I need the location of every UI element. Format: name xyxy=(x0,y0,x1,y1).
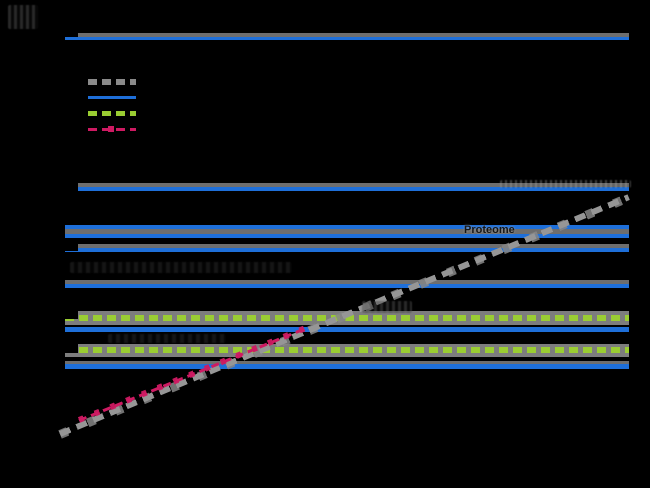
legend-handle-marker xyxy=(108,126,114,132)
annotation-illegible-smudge xyxy=(108,334,226,343)
reference-line-layer xyxy=(65,284,629,288)
tick-label-occluder xyxy=(58,342,78,353)
reference-line-layer xyxy=(65,183,629,187)
legend-handle xyxy=(88,95,136,99)
reference-line-layer xyxy=(65,361,629,364)
legend-handle xyxy=(88,79,136,85)
tick-label-occluder xyxy=(58,308,78,319)
reference-line-layer xyxy=(65,327,629,332)
reference-line-layer xyxy=(65,364,629,369)
green-dashed-reference-line xyxy=(65,347,629,353)
reference-line-layer xyxy=(65,280,629,284)
tick-label-occluder xyxy=(58,241,78,251)
reference-line-layer xyxy=(65,234,629,238)
reference-line-layer xyxy=(65,37,629,40)
reference-line-layer xyxy=(65,187,629,191)
tick-label-occluder xyxy=(58,180,78,191)
annotation-illegible-smudge xyxy=(8,5,38,29)
legend-handle xyxy=(88,110,136,116)
annotation-illegible-smudge xyxy=(362,301,412,313)
annotation-illegible-smudge xyxy=(70,262,292,273)
reference-line-layer xyxy=(65,229,629,234)
reference-line-layer xyxy=(65,33,629,37)
annotation-illegible-smudge xyxy=(500,180,631,188)
reference-line-layer xyxy=(65,225,629,229)
reference-line-layer xyxy=(65,244,629,248)
annotation-proteome: Proteome xyxy=(464,224,515,236)
reference-line-layer xyxy=(65,248,629,252)
tick-label-occluder xyxy=(58,26,78,37)
